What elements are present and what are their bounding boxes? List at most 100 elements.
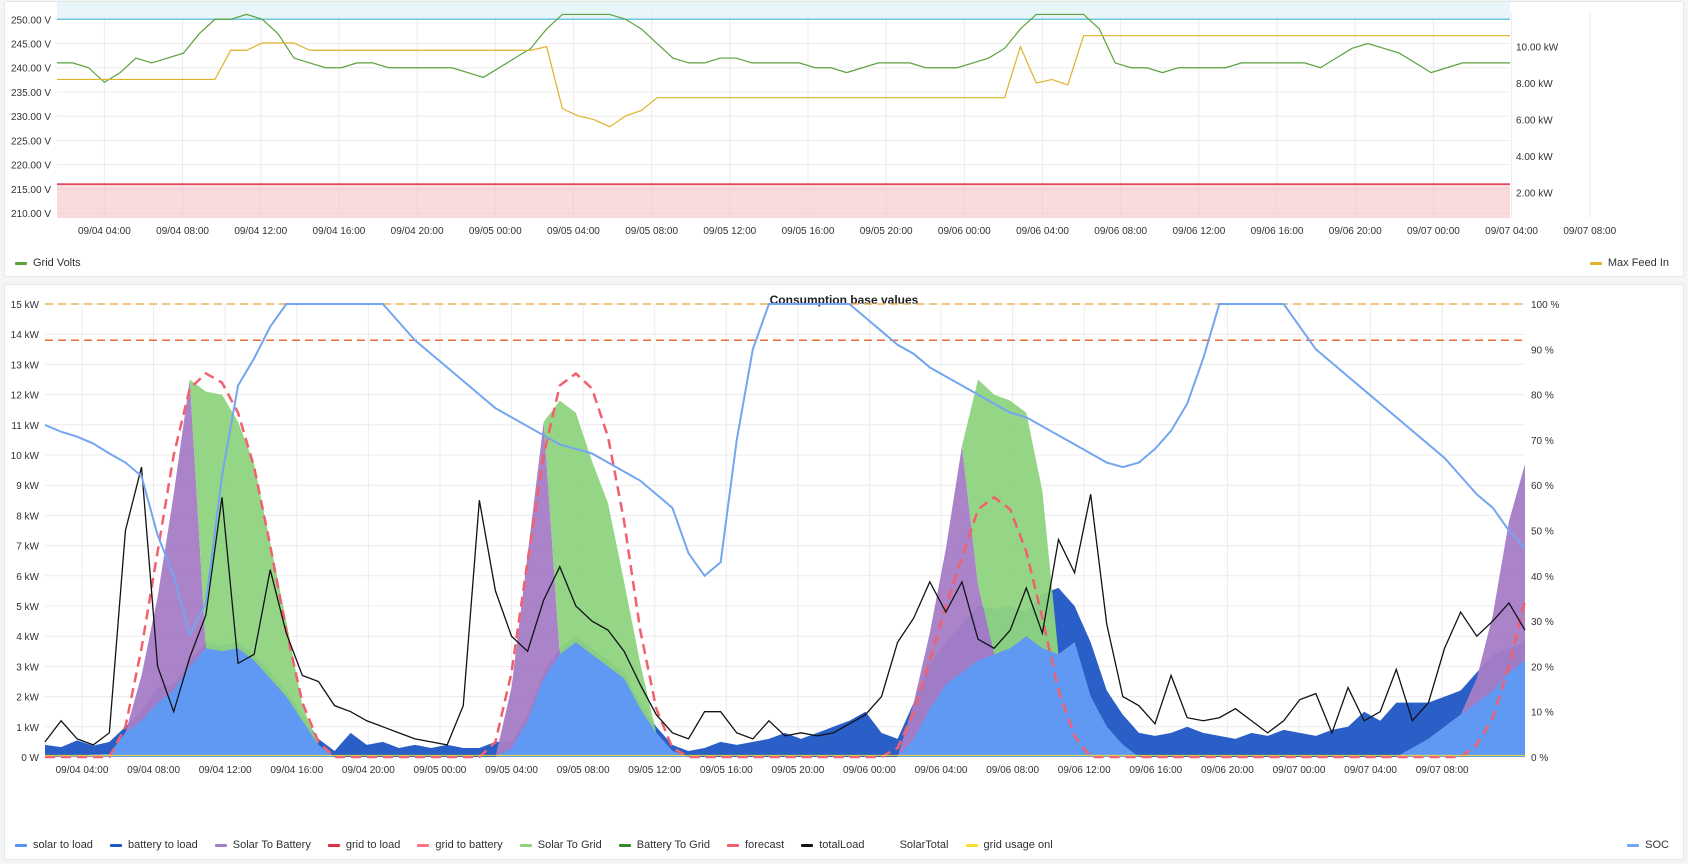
grid-volts-panel: 210.00 V 215.00 V 220.00 V 225.00 V 230.00 V… bbox=[4, 1, 1684, 277]
x-tick: 09/06 20:00 bbox=[1329, 226, 1382, 237]
legend-item-forecast[interactable]: forecast bbox=[727, 839, 784, 851]
x-tick: 09/05 20:00 bbox=[860, 226, 913, 237]
legend-item-soc[interactable]: SOC bbox=[1627, 839, 1669, 851]
x-tick: 09/06 20:00 bbox=[1201, 765, 1254, 776]
y-right-tick: 10.00 kW bbox=[1516, 43, 1559, 54]
legend-label: Solar To Battery bbox=[232, 839, 311, 851]
y-left-tick: 1 kW bbox=[16, 723, 39, 734]
legend-item-total-load[interactable]: totalLoad bbox=[801, 839, 865, 851]
x-tick: 09/04 04:00 bbox=[56, 765, 109, 776]
x-tick: 09/05 08:00 bbox=[557, 765, 610, 776]
legend-item-solar-to-battery[interactable]: Solar To Battery bbox=[214, 839, 311, 851]
swatch bbox=[417, 843, 430, 847]
y-left-tick: 6 kW bbox=[16, 572, 39, 583]
x-tick: 09/06 04:00 bbox=[915, 765, 968, 776]
x-tick: 09/05 20:00 bbox=[771, 765, 824, 776]
swatch bbox=[618, 843, 631, 847]
legend-label: grid to load bbox=[345, 839, 401, 851]
y-right-tick: 60 % bbox=[1531, 481, 1554, 492]
x-tick: 09/05 04:00 bbox=[485, 765, 538, 776]
y-left-tick: 14 kW bbox=[11, 330, 40, 341]
x-tick: 09/07 04:00 bbox=[1344, 765, 1397, 776]
legend-label: grid to battery bbox=[435, 839, 503, 851]
y-left-tick: 10 kW bbox=[11, 451, 40, 462]
legend-item-max-feed-in[interactable]: Max Feed In bbox=[1589, 257, 1669, 269]
y-right-tick: 90 % bbox=[1531, 345, 1554, 356]
y-left-tick: 250.00 V bbox=[11, 15, 51, 26]
threshold-red-fill bbox=[57, 184, 1510, 218]
swatch bbox=[327, 843, 340, 847]
legend-item-grid-to-battery[interactable]: grid to battery bbox=[417, 839, 503, 851]
legend-item-battery-to-grid[interactable]: Battery To Grid bbox=[618, 839, 710, 851]
x-tick: 09/05 12:00 bbox=[703, 226, 756, 237]
legend-item-solar-total[interactable]: SolarTotal bbox=[882, 839, 949, 851]
x-tick: 09/04 08:00 bbox=[127, 765, 180, 776]
legend-item-solar-to-load[interactable]: solar to load bbox=[15, 839, 93, 851]
grid-volts-swatch bbox=[15, 261, 27, 265]
y-right-tick: 20 % bbox=[1531, 662, 1554, 673]
y-left-tick: 9 kW bbox=[16, 481, 39, 492]
y-left-tick: 235.00 V bbox=[11, 88, 51, 99]
swatch bbox=[15, 843, 27, 847]
series-soc bbox=[44, 303, 1526, 638]
series-forecast bbox=[45, 371, 1527, 759]
y-left-tick: 0 W bbox=[21, 753, 39, 764]
x-tick: 09/04 12:00 bbox=[199, 765, 252, 776]
x-tick: 09/04 12:00 bbox=[234, 226, 287, 237]
y-right-tick: 8.00 kW bbox=[1516, 79, 1553, 90]
y-left-tick: 215.00 V bbox=[11, 185, 51, 196]
area-solar-to-grid bbox=[45, 379, 1525, 757]
grid-volts-chart[interactable]: 210.00 V 215.00 V 220.00 V 225.00 V 230.00 V… bbox=[5, 2, 1685, 278]
legend-item-solar-to-grid[interactable]: Solar To Grid bbox=[519, 839, 602, 851]
legend-label: SolarTotal bbox=[899, 839, 949, 851]
x-tick: 09/04 04:00 bbox=[78, 226, 131, 237]
legend-item-grid-volts[interactable]: Grid Volts bbox=[15, 257, 81, 269]
y-right-tick: 4.00 kW bbox=[1516, 152, 1553, 163]
y-right-tick: 70 % bbox=[1531, 436, 1554, 447]
y-right-tick: 80 % bbox=[1531, 391, 1554, 402]
legend-label: Solar To Grid bbox=[537, 839, 602, 851]
x-tick: 09/06 00:00 bbox=[843, 765, 896, 776]
y-right-tick: 2.00 kW bbox=[1516, 188, 1553, 199]
y-right-tick: 100 % bbox=[1531, 300, 1559, 311]
x-tick: 09/05 12:00 bbox=[628, 765, 681, 776]
x-tick: 09/06 08:00 bbox=[986, 765, 1039, 776]
y-left-tick: 230.00 V bbox=[11, 112, 51, 123]
swatch bbox=[519, 843, 532, 847]
y-left-tick: 240.00 V bbox=[11, 64, 51, 75]
x-tick: 09/04 20:00 bbox=[342, 765, 395, 776]
area-solar-to-load bbox=[45, 636, 1525, 757]
legend-label: Max Feed In bbox=[1607, 257, 1669, 269]
swatch bbox=[882, 844, 894, 847]
legend-label: solar to load bbox=[33, 839, 93, 851]
x-tick: 09/06 12:00 bbox=[1058, 765, 1111, 776]
y-left-tick: 12 kW bbox=[11, 391, 40, 402]
x-tick: 09/06 08:00 bbox=[1094, 226, 1147, 237]
swatch bbox=[214, 843, 227, 847]
consumption-chart[interactable]: 0 W 1 kW 2 kW 3 kW 4 kW 5 kW 6 kW 7 kW 8 kW 9 kW 1… bbox=[5, 285, 1685, 861]
legend-item-grid-usage[interactable]: grid usage onl bbox=[965, 839, 1053, 851]
y-right-tick: 10 % bbox=[1531, 708, 1554, 719]
legend-item-battery-to-load[interactable]: battery to load bbox=[110, 839, 198, 851]
x-tick: 09/05 16:00 bbox=[700, 765, 753, 776]
legend-item-grid-to-load[interactable]: grid to load bbox=[327, 839, 401, 851]
y-left-tick: 8 kW bbox=[16, 511, 39, 522]
y-right-tick: 50 % bbox=[1531, 527, 1554, 538]
y-left-tick: 245.00 V bbox=[11, 40, 51, 51]
x-tick: 09/04 16:00 bbox=[270, 765, 323, 776]
y-right-tick: 0 % bbox=[1531, 753, 1548, 764]
max-feed-in-legend: Max Feed In bbox=[1589, 256, 1683, 269]
x-tick: 09/07 00:00 bbox=[1407, 226, 1460, 237]
y-right-tick: 6.00 kW bbox=[1516, 116, 1553, 127]
x-tick: 09/04 08:00 bbox=[156, 226, 209, 237]
swatch bbox=[727, 843, 740, 847]
legend-label: totalLoad bbox=[819, 839, 865, 851]
y-left-tick: 220.00 V bbox=[11, 161, 51, 172]
y-left-tick: 210.00 V bbox=[11, 209, 51, 220]
series-grid-volts bbox=[57, 13, 1510, 84]
x-tick: 09/05 08:00 bbox=[625, 226, 678, 237]
x-tick: 09/05 04:00 bbox=[547, 226, 600, 237]
swatch bbox=[1627, 843, 1640, 847]
legend-label: battery to load bbox=[128, 839, 198, 851]
